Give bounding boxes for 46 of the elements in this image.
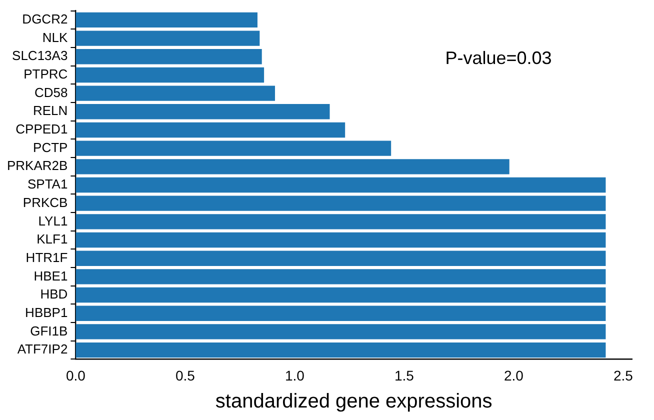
- bar: [76, 67, 264, 83]
- x-tick-label: 0.5: [175, 367, 196, 384]
- bar: [76, 159, 510, 174]
- x-tick-label: 1.0: [284, 367, 305, 384]
- bar: [76, 287, 606, 303]
- bar: [76, 342, 606, 358]
- y-tick-label: PCTP: [33, 140, 68, 155]
- y-tick-label: CD58: [34, 84, 68, 100]
- bar: [76, 140, 392, 156]
- y-tick-label: HTR1F: [26, 250, 68, 265]
- bar: [76, 214, 606, 230]
- x-axis-title: standardized gene expressions: [215, 390, 492, 413]
- y-tick-label: LYL1: [38, 213, 68, 228]
- bar: [76, 122, 346, 138]
- x-tick-label: 0.0: [66, 367, 86, 384]
- bar: [76, 49, 262, 64]
- y-tick-label: SLC13A3: [12, 48, 68, 64]
- bar: [76, 306, 606, 321]
- bar: [76, 86, 275, 101]
- y-tick-label: PRKCB: [22, 194, 68, 210]
- bar: [76, 250, 606, 266]
- y-tick-label: HBE1: [34, 268, 68, 284]
- y-tick-label: NLK: [42, 30, 68, 45]
- bar: [76, 12, 258, 28]
- y-tick-label: RELN: [33, 103, 68, 118]
- y-tick-label: KLF1: [36, 232, 68, 247]
- bar: [76, 196, 606, 211]
- x-tick-label: 1.5: [394, 367, 414, 384]
- y-tick-label: PTPRC: [24, 66, 68, 82]
- y-tick-label: HBBP1: [25, 304, 68, 320]
- y-tick-label: DGCR2: [22, 12, 68, 27]
- y-tick-label: ATF7IP2: [17, 342, 68, 357]
- y-tick-label: HBD: [40, 286, 68, 302]
- y-tick-label: GFI1B: [30, 323, 68, 338]
- y-tick-label: SPTA1: [27, 176, 68, 192]
- bar: [76, 232, 606, 248]
- annotation: P-value=0.03: [445, 48, 552, 68]
- bar: [76, 269, 606, 284]
- x-tick-label: 2.0: [504, 367, 524, 384]
- bar: [76, 324, 606, 340]
- bar: [76, 30, 260, 46]
- y-tick-label: CPPED1: [16, 122, 68, 137]
- bar: [76, 104, 330, 120]
- y-tick-label: PRKAR2B: [6, 158, 68, 174]
- bar: [76, 177, 606, 193]
- x-tick-label: 2.5: [614, 367, 634, 384]
